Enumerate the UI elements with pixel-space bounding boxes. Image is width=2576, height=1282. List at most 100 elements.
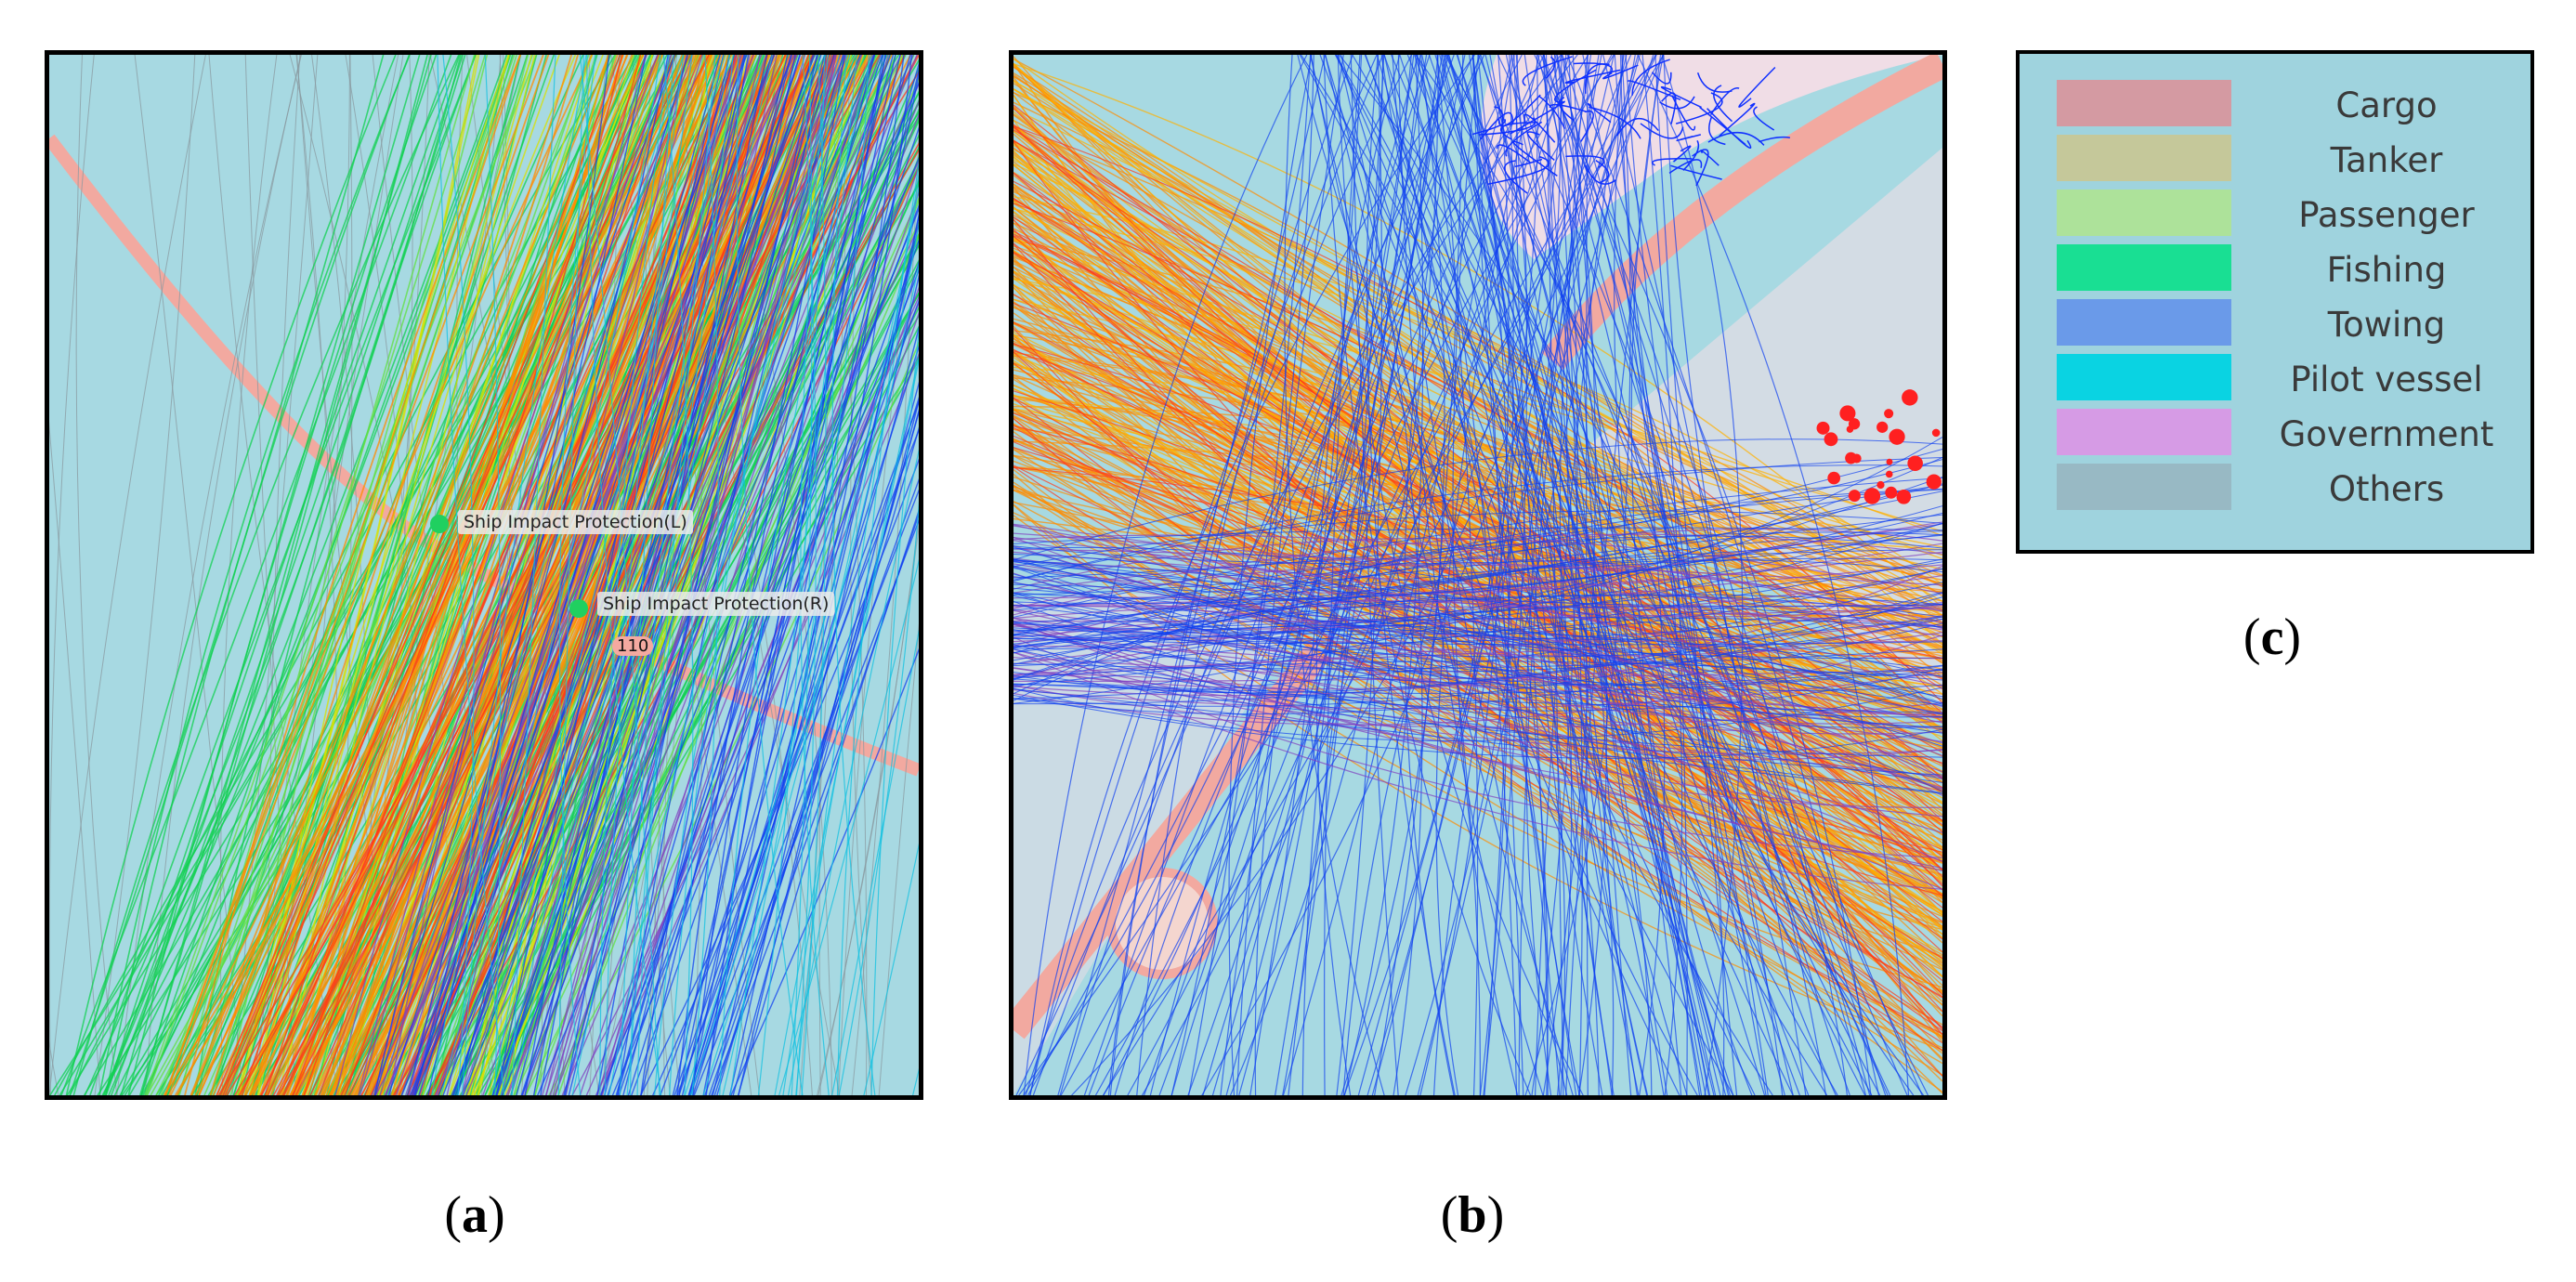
- ship-track: [340, 55, 837, 1095]
- ship-track: [1013, 558, 1942, 687]
- ship-track: [209, 55, 550, 1095]
- ship-track: [1059, 55, 1474, 1095]
- ship-track: [579, 55, 660, 1095]
- ship-track: [1013, 505, 1942, 601]
- ship-track: [654, 55, 851, 1095]
- ship-track: [236, 55, 477, 1095]
- ship-track: [1013, 684, 1942, 779]
- ais-track-map-b[interactable]: [1009, 50, 1947, 1100]
- ship-track: [1013, 242, 1942, 1077]
- anchored-vessel: [1846, 425, 1854, 433]
- ship-track: [691, 55, 895, 1095]
- ship-track: [1534, 55, 1625, 1095]
- ship-track: [1503, 160, 1528, 194]
- ship-track: [689, 489, 919, 1095]
- ship-track: [1013, 409, 1942, 971]
- ship-track: [1023, 55, 1308, 1095]
- ship-track: [120, 55, 421, 1095]
- ship-track: [729, 55, 857, 1095]
- legend-label: Towing: [2327, 305, 2446, 345]
- ship-track: [1228, 55, 1313, 1095]
- ship-track: [1013, 568, 1942, 635]
- ship-track: [163, 55, 521, 1095]
- ship-tracks-layer-a: [49, 55, 919, 1095]
- ship-track: [49, 55, 95, 1095]
- ship-track: [1013, 644, 1942, 712]
- ship-track: [191, 55, 534, 1095]
- protection-marker-right: [569, 599, 588, 618]
- anchored-vessel: [1827, 471, 1841, 485]
- ship-track: [1371, 55, 1567, 1095]
- ship-track: [1531, 55, 1578, 1095]
- ship-track: [1013, 543, 1942, 595]
- ship-track: [250, 55, 610, 1095]
- ship-track: [571, 352, 919, 1095]
- ship-track: [1032, 55, 1578, 1095]
- legend-item-government: Government: [2057, 405, 2512, 455]
- ship-track: [1202, 55, 1665, 1095]
- ship-track: [1013, 661, 1942, 681]
- ship-track: [1013, 648, 1942, 793]
- ship-track: [1013, 327, 1942, 1035]
- ship-track: [1628, 80, 1681, 100]
- ship-track: [787, 449, 919, 1095]
- ship-track: [684, 185, 919, 1095]
- ship-track: [1013, 351, 1942, 998]
- ship-track: [438, 55, 822, 1095]
- ship-track: [520, 55, 796, 1095]
- ship-track: [1025, 55, 1562, 1095]
- ship-track: [1013, 566, 1942, 783]
- ship-track: [1637, 55, 1910, 1095]
- ship-track: [1013, 449, 1942, 1092]
- ship-track: [1534, 55, 1872, 1095]
- ship-track: [1616, 117, 1659, 137]
- ship-track: [1446, 55, 1615, 1095]
- ship-track: [586, 55, 662, 1095]
- ship-track: [1700, 150, 1720, 166]
- ship-track: [774, 359, 919, 1095]
- ship-track: [502, 55, 897, 1095]
- ship-track: [1013, 534, 1942, 565]
- ship-track: [1013, 648, 1942, 755]
- ship-track: [1301, 55, 1482, 1095]
- ship-track: [1013, 456, 1942, 581]
- ship-track: [1013, 350, 1942, 826]
- ship-track: [491, 55, 828, 1095]
- pier-number-marker: 110: [612, 636, 654, 656]
- ship-track: [652, 396, 919, 1095]
- ship-track: [495, 55, 725, 1095]
- ship-track: [1013, 594, 1942, 633]
- ship-track: [1013, 218, 1942, 1044]
- ship-track: [1670, 164, 1722, 180]
- ship-track: [440, 55, 661, 1095]
- ship-track: [564, 55, 768, 1095]
- ship-track: [678, 221, 919, 1095]
- ship-track: [1510, 100, 1565, 135]
- legend-swatch: [2057, 464, 2231, 510]
- ship-track: [1759, 136, 1791, 143]
- ship-track: [1536, 55, 1767, 1095]
- anchored-vessel: [1902, 389, 1918, 406]
- ship-track: [1013, 667, 1942, 778]
- ship-track: [1497, 55, 1871, 1095]
- ais-track-map-a[interactable]: Ship Impact Protection(L) Ship Impact Pr…: [45, 50, 923, 1100]
- ship-track: [1434, 55, 1730, 1095]
- legend-item-cargo: Cargo: [2057, 76, 2512, 126]
- ship-track: [103, 55, 508, 1095]
- ship-track: [89, 55, 477, 1095]
- ship-track: [1652, 157, 1693, 166]
- ship-track: [1013, 334, 1942, 938]
- ship-track: [224, 55, 675, 1095]
- ship-track: [604, 156, 919, 1095]
- ship-track: [267, 55, 301, 1095]
- ship-track: [1564, 69, 1621, 85]
- ship-track: [542, 55, 836, 1095]
- ship-track: [1499, 122, 1538, 140]
- ship-track: [1709, 87, 1740, 115]
- ship-track: [1654, 55, 1738, 1095]
- ship-track: [379, 55, 796, 1095]
- ship-track: [1310, 55, 1574, 1095]
- anchored-vessel: [1876, 480, 1885, 490]
- ship-track: [1013, 561, 1942, 631]
- anchored-vessel: [1824, 432, 1838, 447]
